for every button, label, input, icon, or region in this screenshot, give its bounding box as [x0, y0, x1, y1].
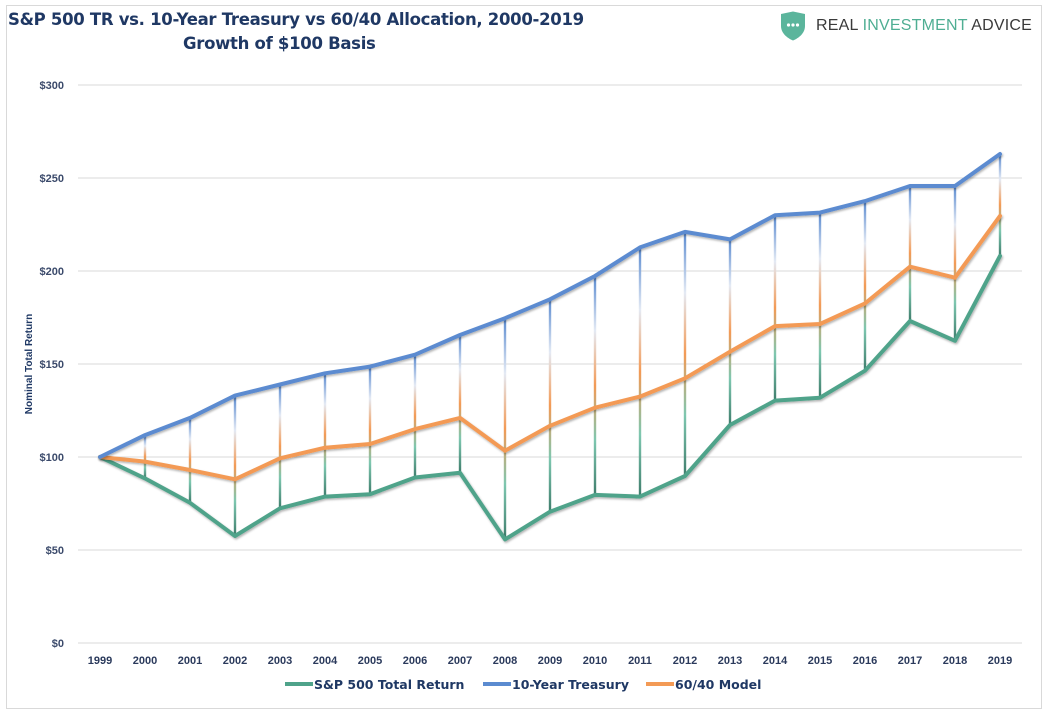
- drop-line: [863, 201, 867, 371]
- legend-label: S&P 500 Total Return: [314, 677, 464, 692]
- drop-line: [548, 299, 552, 512]
- x-tick-label: 2010: [583, 655, 607, 667]
- series-lines: [98, 152, 1002, 542]
- brand-logo: REAL INVESTMENT ADVICE: [780, 11, 1032, 41]
- y-tick-label: $250: [40, 173, 64, 185]
- y-tick-label: $50: [46, 545, 64, 557]
- x-tick-label: 2004: [313, 655, 338, 667]
- legend-label: 60/40 Model: [675, 677, 761, 692]
- drop-line: [458, 334, 462, 473]
- legend-label: 10-Year Treasury: [512, 677, 629, 692]
- y-axis: $0 $50 $100 $150 $200 $250 $300: [40, 80, 64, 650]
- drop-line: [143, 435, 147, 479]
- drop-lines: [143, 154, 1002, 540]
- drop-line: [773, 215, 777, 401]
- x-tick-label: 2019: [988, 655, 1012, 667]
- x-tick-label: 2018: [943, 655, 967, 667]
- drop-line: [593, 276, 597, 495]
- x-tick-label: 2009: [538, 655, 562, 667]
- x-axis: 1999 2000 2001 2002 2003 2004 2005 2006 2007 2008…: [88, 655, 1012, 667]
- x-tick-label: 2012: [673, 655, 697, 667]
- series-line-60-40-model: [98, 213, 1002, 482]
- drop-line: [683, 231, 687, 476]
- drop-line: [818, 212, 822, 398]
- y-tick-label: $100: [40, 452, 64, 464]
- drop-line: [953, 185, 957, 341]
- drop-line: [323, 373, 327, 497]
- legend: S&P 500 Total Return 10-Year Treasury 60/4…: [285, 677, 761, 692]
- x-tick-label: 2017: [898, 655, 922, 667]
- y-tick-label: $200: [40, 266, 64, 278]
- chart-frame: [6, 5, 1042, 709]
- y-tick-label: $0: [52, 638, 64, 650]
- x-tick-label: 2016: [853, 655, 877, 667]
- brand-name: REAL INVESTMENT ADVICE: [816, 17, 1032, 35]
- x-tick-label: 2008: [493, 655, 517, 667]
- x-tick-label: 2006: [403, 655, 427, 667]
- brand-name-part1: REAL: [816, 17, 863, 34]
- chart-title-block: S&P 500 TR vs. 10-Year Treasury vs 60/40…: [8, 8, 584, 56]
- x-tick-label: 2002: [223, 655, 247, 667]
- shield-dots-icon: [781, 11, 805, 41]
- chart-subtitle: Growth of $100 Basis: [183, 34, 376, 53]
- drop-line: [998, 154, 1002, 256]
- y-axis-label: Nominal Total Return: [24, 314, 35, 414]
- x-tick-label: 2005: [358, 655, 382, 667]
- x-tick-label: 2003: [268, 655, 292, 667]
- drop-line: [368, 366, 372, 495]
- y-tick-label: $300: [40, 80, 64, 92]
- chart-title: S&P 500 TR vs. 10-Year Treasury vs 60/40…: [8, 10, 584, 29]
- series-line-10-year-treasury: [98, 152, 1002, 459]
- drop-line: [503, 318, 507, 540]
- drop-line: [188, 417, 192, 503]
- x-tick-label: 2000: [133, 655, 157, 667]
- x-tick-label: 2014: [763, 655, 788, 667]
- drop-line: [413, 354, 417, 478]
- brand-name-part3: ADVICE: [967, 17, 1033, 34]
- drop-line: [908, 185, 912, 322]
- x-tick-label: 1999: [88, 655, 112, 667]
- y-tick-label: $150: [40, 359, 64, 371]
- x-tick-label: 2001: [178, 655, 202, 667]
- drop-line: [728, 239, 732, 426]
- x-tick-label: 2007: [448, 655, 472, 667]
- brand-name-accent: INVESTMENT: [862, 17, 968, 34]
- x-tick-label: 2011: [628, 655, 652, 667]
- drop-line: [233, 395, 237, 537]
- drop-line: [638, 247, 642, 497]
- series-line-s-p-500-total-return: [98, 253, 1002, 542]
- drop-line: [278, 384, 282, 509]
- x-tick-label: 2013: [718, 655, 742, 667]
- x-tick-label: 2015: [808, 655, 832, 667]
